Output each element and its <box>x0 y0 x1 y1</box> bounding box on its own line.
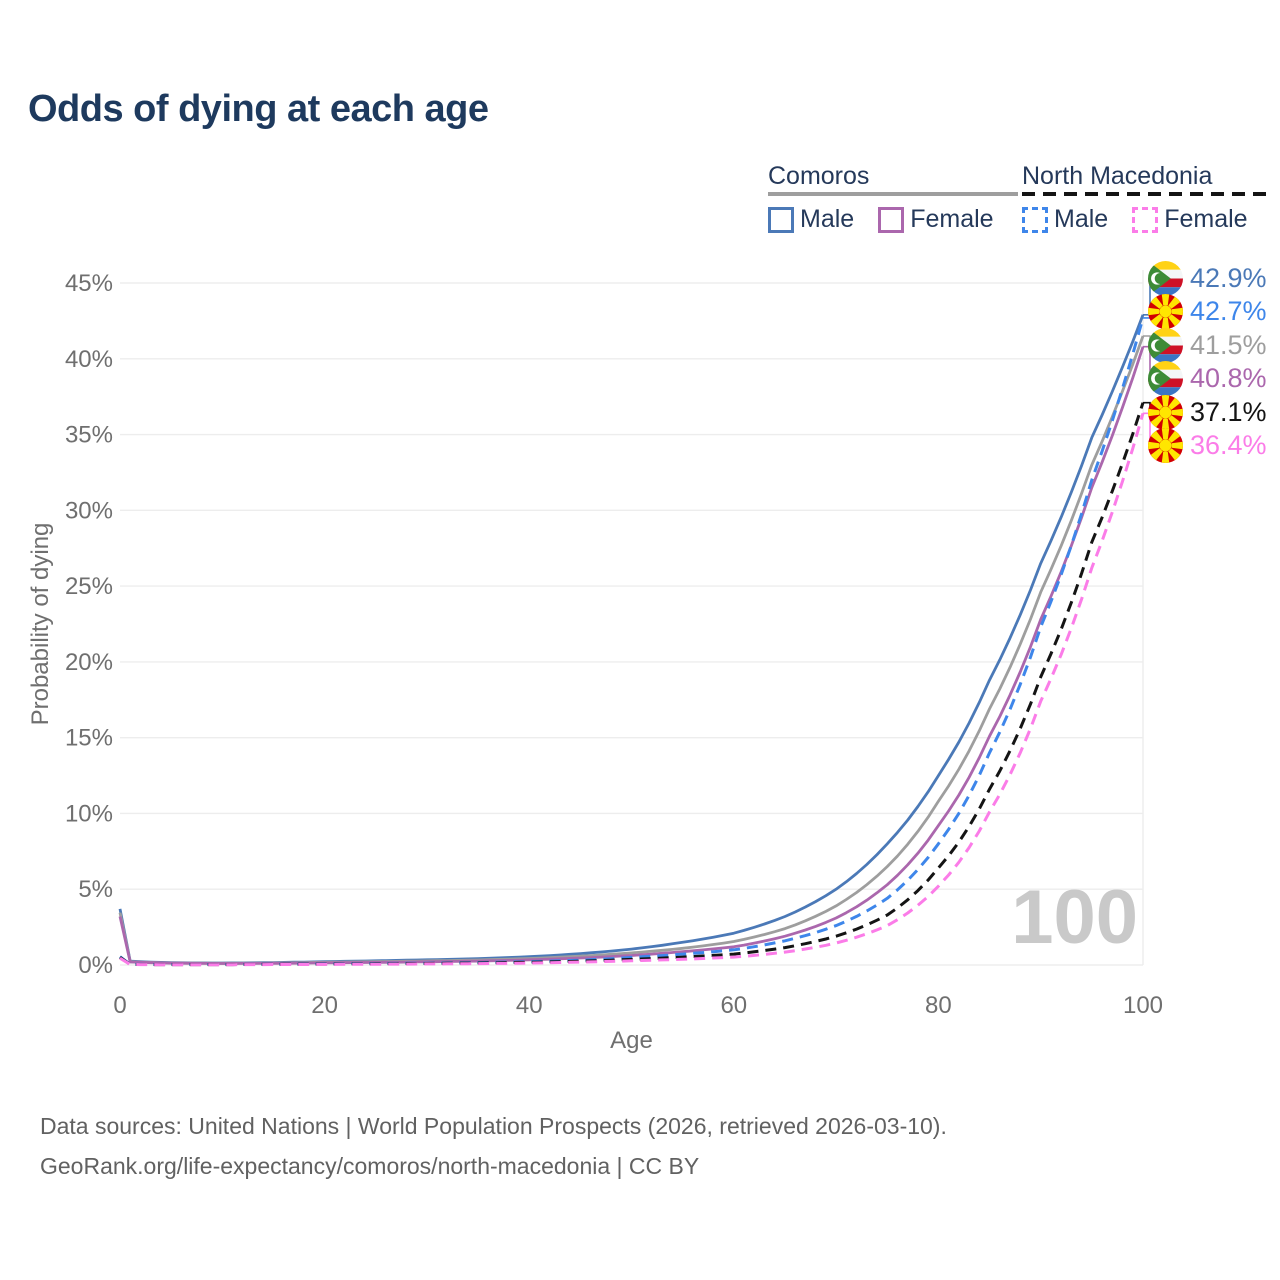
north-macedonia-male-swatch-icon[interactable] <box>1022 206 1048 233</box>
legend-group-north-macedonia: North Macedonia Male Female <box>1022 163 1272 234</box>
y-axis-title: Probability of dying <box>27 523 54 726</box>
license-line: GeoRank.org/life-expectancy/comoros/nort… <box>40 1153 700 1179</box>
data-source-line: Data sources: United Nations | World Pop… <box>40 1113 947 1139</box>
x-tick-label: 0 <box>113 992 126 1019</box>
y-tick-label: 25% <box>65 573 113 600</box>
end-value-label: 42.7% <box>1190 296 1267 326</box>
north-macedonia-flag-icon <box>1148 293 1183 329</box>
north-macedonia-line-style-icon <box>1022 192 1272 196</box>
y-tick-label: 10% <box>65 800 113 827</box>
series-line-comoros-male[interactable] <box>118 314 1145 965</box>
legend-item-comoros-female[interactable]: Female <box>910 205 994 233</box>
end-label-comoros-both: 41.5% <box>1148 327 1267 363</box>
series-line-north-macedonia-male[interactable] <box>119 317 1145 966</box>
y-tick-label: 0% <box>78 952 113 979</box>
series-line-comoros-female[interactable] <box>118 346 1145 965</box>
end-label-comoros-male: 42.9% <box>1148 260 1267 296</box>
comoros-flag-icon <box>1148 327 1183 363</box>
series-line-comoros-both[interactable] <box>118 335 1145 965</box>
y-tick-label: 30% <box>65 497 113 524</box>
series-line-north-macedonia-female[interactable] <box>119 412 1145 967</box>
end-value-label: 37.1% <box>1190 397 1267 427</box>
legend-header-comoros: Comoros <box>768 162 870 190</box>
legend-item-comoros-male[interactable]: Male <box>800 205 855 233</box>
x-tick-label: 60 <box>720 992 747 1019</box>
hover-age-watermark: 100 <box>1011 875 1138 960</box>
y-tick-label: 40% <box>65 346 113 373</box>
end-label-north-macedonia-male: 42.7% <box>1148 293 1267 329</box>
series-lines <box>118 314 1145 967</box>
series-line-north-macedonia-both[interactable] <box>119 402 1145 967</box>
end-label-north-macedonia-both: 37.1% <box>1148 394 1267 430</box>
comoros-flag-icon <box>1148 260 1183 296</box>
legend-item-north-macedonia-male[interactable]: Male <box>1054 205 1109 233</box>
source-attribution: Data sources: United Nations | World Pop… <box>40 1106 947 1186</box>
north-macedonia-flag-icon <box>1148 427 1183 463</box>
legend-item-north-macedonia-female[interactable]: Female <box>1164 205 1248 233</box>
x-tick-label: 100 <box>1123 992 1163 1019</box>
comoros-male-swatch-icon[interactable] <box>768 206 794 233</box>
end-value-label: 42.9% <box>1190 263 1267 293</box>
comoros-flag-icon <box>1148 360 1183 396</box>
x-tick-label: 20 <box>311 992 338 1019</box>
axis-ticks: 0% 5% 10% 15% 20% 25% 30% 35% 40% 45% 0 20 40 60 80 100… <box>27 270 1163 1054</box>
north-macedonia-flag-icon <box>1148 394 1183 430</box>
north-macedonia-female-swatch-icon[interactable] <box>1132 206 1159 233</box>
x-tick-label: 80 <box>925 992 952 1019</box>
end-value-label: 40.8% <box>1190 363 1267 393</box>
page-title: Odds of dying at each age <box>28 88 489 130</box>
y-tick-label: 35% <box>65 422 113 449</box>
comoros-female-swatch-icon[interactable] <box>878 206 905 233</box>
x-axis-title: Age <box>610 1027 653 1054</box>
end-value-label: 41.5% <box>1190 330 1267 360</box>
y-tick-label: 45% <box>65 270 113 297</box>
y-tick-label: 5% <box>78 876 113 903</box>
end-value-label: 36.4% <box>1190 430 1267 460</box>
legend-group-comoros: Comoros Male Female <box>768 163 1018 234</box>
x-tick-label: 40 <box>516 992 543 1019</box>
y-tick-label: 15% <box>65 725 113 752</box>
gridlines <box>120 270 1144 966</box>
comoros-line-style-icon <box>768 192 1018 196</box>
y-tick-label: 20% <box>65 649 113 676</box>
legend-header-north-macedonia: North Macedonia <box>1022 162 1213 190</box>
end-label-comoros-female: 40.8% <box>1148 360 1267 396</box>
end-label-north-macedonia-female: 36.4% <box>1148 427 1267 463</box>
